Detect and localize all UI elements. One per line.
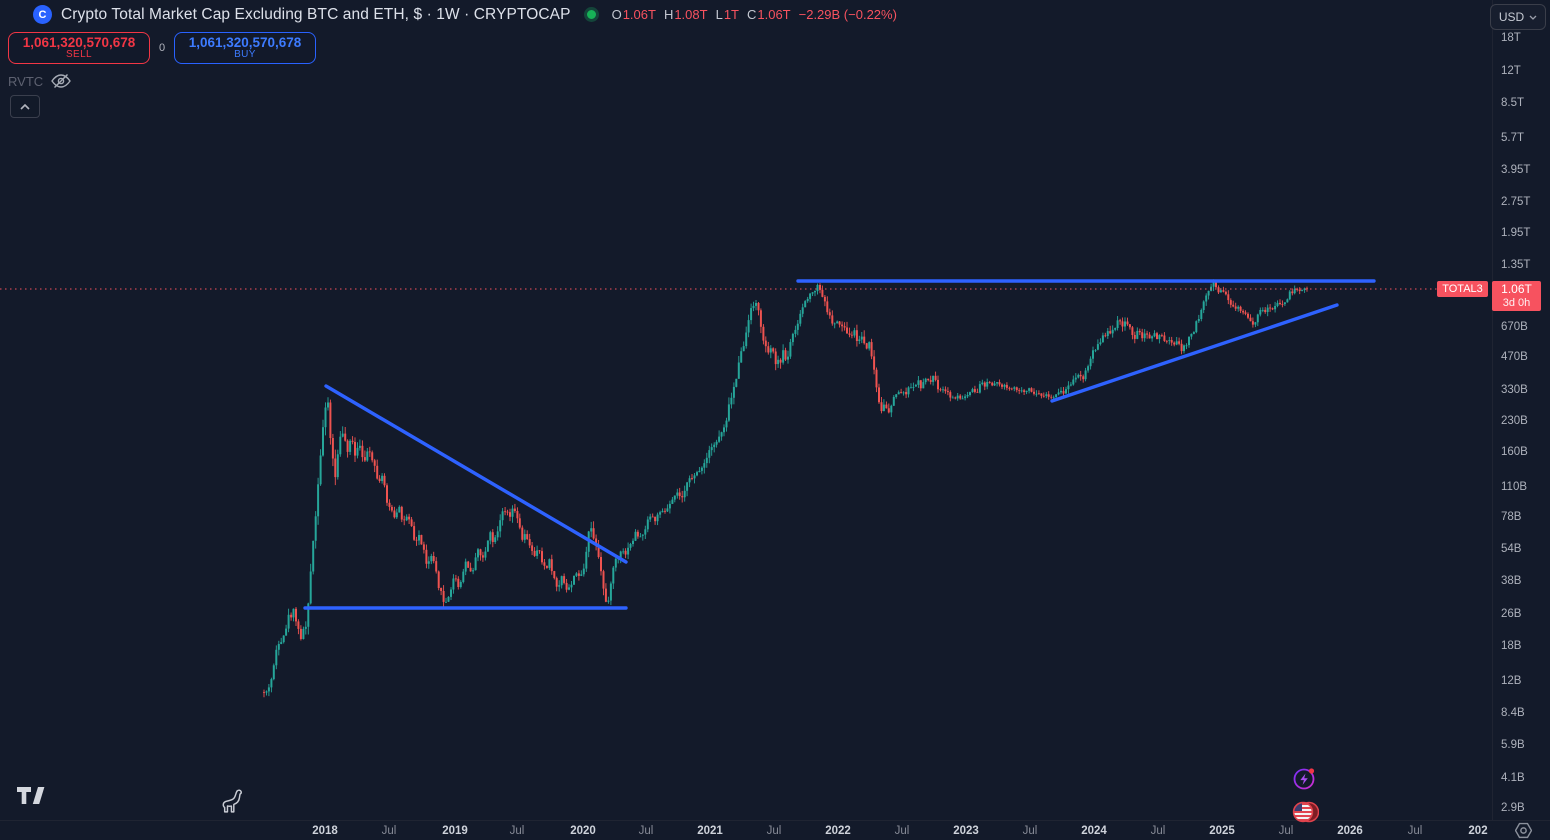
- price-tick: 1.95T: [1501, 227, 1531, 239]
- time-tick: 202: [1468, 825, 1488, 837]
- time-tick: 2018: [312, 825, 338, 837]
- chart-canvas[interactable]: [0, 0, 1492, 820]
- price-tick: 54B: [1501, 543, 1522, 555]
- price-tick: 1.35T: [1501, 259, 1531, 271]
- price-tick: 12B: [1501, 675, 1522, 687]
- price-tick: 4.1B: [1501, 772, 1525, 784]
- sell-button[interactable]: 1,061,320,570,678 SELL: [8, 32, 150, 64]
- bar-countdown: 3d 0h: [1502, 296, 1531, 309]
- symbol-header: C Crypto Total Market Cap Excluding BTC …: [33, 5, 897, 24]
- collapse-panel-button[interactable]: [10, 95, 40, 118]
- price-line-symbol-badge: TOTAL3: [1437, 281, 1488, 297]
- change-value: −2.29B (−0.22%): [798, 7, 897, 22]
- time-tick: Jul: [766, 825, 782, 837]
- widget-icons: [1292, 766, 1320, 830]
- market-status-icon[interactable]: [583, 7, 599, 22]
- lightning-widget-icon[interactable]: [1292, 766, 1319, 796]
- tradingview-logo[interactable]: [17, 787, 46, 809]
- price-tick: 18B: [1501, 640, 1522, 652]
- price-tick: 2.75T: [1501, 196, 1531, 208]
- usa-flag-coin-icon[interactable]: [1292, 799, 1320, 830]
- price-tick: 470B: [1501, 351, 1528, 363]
- time-tick: Jul: [894, 825, 910, 837]
- time-tick: Jul: [1278, 825, 1294, 837]
- time-tick: 2022: [825, 825, 851, 837]
- price-tick: 3.95T: [1501, 164, 1531, 176]
- indicator-row: RVTC: [8, 73, 72, 89]
- price-tick: 5.9B: [1501, 739, 1525, 751]
- time-tick: Jul: [509, 825, 525, 837]
- trade-buttons: 1,061,320,570,678 SELL 0 1,061,320,570,6…: [8, 32, 316, 64]
- price-tick: 8.5T: [1501, 97, 1525, 109]
- symbol-title[interactable]: Crypto Total Market Cap Excluding BTC an…: [61, 5, 571, 23]
- price-tick: 2.9B: [1501, 802, 1525, 814]
- price-tick: 160B: [1501, 446, 1528, 458]
- time-tick: Jul: [381, 825, 397, 837]
- time-tick: Jul: [1022, 825, 1038, 837]
- time-tick: 2021: [697, 825, 723, 837]
- price-tick: 78B: [1501, 511, 1522, 523]
- price-tick: 230B: [1501, 415, 1528, 427]
- price-axis[interactable]: 18T 12T 8.5T 5.7T 3.95T 2.75T 1.95T 1.35T 670B 47…: [1492, 0, 1550, 820]
- price-tick: 38B: [1501, 575, 1522, 587]
- price-tick: 110B: [1501, 481, 1528, 493]
- ohlc-values: O 1.06T H 1.08T L 1T C 1.06T −2.29B (−0.22%): [611, 7, 897, 22]
- dinosaur-icon: [220, 788, 247, 820]
- time-tick: 2020: [570, 825, 596, 837]
- time-tick: Jul: [1150, 825, 1166, 837]
- currency-selector[interactable]: USD: [1490, 4, 1546, 30]
- time-tick: Jul: [1407, 825, 1423, 837]
- trendline-drawings[interactable]: [303, 279, 1376, 610]
- chevron-up-icon: [20, 103, 30, 110]
- price-tick: 12T: [1501, 65, 1521, 77]
- time-tick: 2026: [1337, 825, 1363, 837]
- price-tick: 26B: [1501, 608, 1522, 620]
- price-tick: 8.4B: [1501, 707, 1525, 719]
- time-tick: 2024: [1081, 825, 1107, 837]
- indicator-name[interactable]: RVTC: [8, 73, 44, 89]
- chevron-down-icon: [1529, 15, 1537, 20]
- spread-value: 0: [158, 42, 166, 54]
- axis-settings-gear-icon[interactable]: [1514, 822, 1533, 840]
- price-tick: 330B: [1501, 384, 1528, 396]
- buy-button[interactable]: 1,061,320,570,678 BUY: [174, 32, 316, 64]
- time-tick: 2025: [1209, 825, 1235, 837]
- candlestick-series: [263, 279, 1308, 698]
- current-price-badge: 1.06T 3d 0h: [1492, 281, 1541, 311]
- price-tick: 670B: [1501, 321, 1528, 333]
- eye-off-icon[interactable]: [51, 73, 72, 89]
- time-tick: 2019: [442, 825, 468, 837]
- price-tick: 18T: [1501, 32, 1521, 44]
- time-tick: 2023: [953, 825, 979, 837]
- cryptocap-logo-icon: C: [33, 5, 52, 24]
- time-tick: Jul: [638, 825, 654, 837]
- time-axis[interactable]: 2018 Jul 2019 Jul 2020 Jul 2021 Jul 2022 Jul 2023 J…: [0, 820, 1550, 840]
- price-tick: 5.7T: [1501, 132, 1525, 144]
